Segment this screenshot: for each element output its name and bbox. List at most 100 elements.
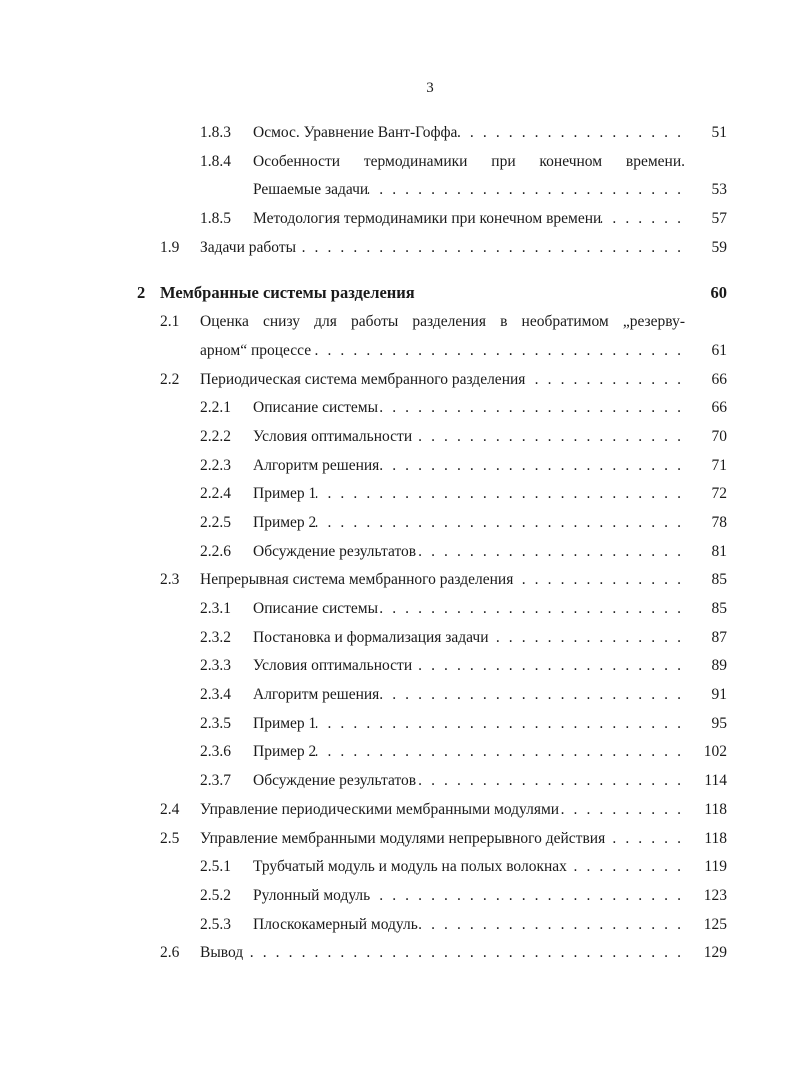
entry-page: 72 [711, 485, 728, 503]
entry-page: 78 [711, 513, 728, 531]
entry-page: 60 [710, 283, 728, 303]
section-number: 2.3.3 [200, 657, 231, 675]
toc-entry[interactable]: 1.8.3 Осмос. Уравнение Вант-Гоффа 51 [0, 119, 793, 148]
dot-leader [379, 452, 685, 481]
toc-entry[interactable]: 2.1 Оценка снизу для работы разделения в … [0, 308, 793, 337]
entry-title: Описание системы [253, 600, 379, 617]
entry-page: 118 [704, 800, 727, 818]
entry-page: 119 [704, 858, 727, 876]
dot-leader [316, 710, 685, 739]
section-number: 2.5.3 [200, 915, 231, 933]
entry-body: Алгоритм решения 91 [253, 681, 727, 710]
section-number: 2.3.6 [200, 743, 231, 761]
dot-leader [418, 911, 685, 940]
section-number: 2.5 [160, 829, 180, 847]
dot-leader [378, 595, 685, 624]
section-number: 2.4 [160, 800, 180, 818]
toc-entry[interactable]: 2.5 Управление мембранными модулями непре… [0, 825, 793, 854]
entry-title: Описание системы [253, 399, 379, 417]
toc-entry[interactable]: 2.3 Непрерывная система мембранного разде… [0, 566, 793, 595]
entry-page: 85 [711, 600, 728, 617]
entry-body: Алгоритм решения 71 [253, 452, 727, 481]
entry-title: Мембранные системы разделения [160, 283, 415, 303]
section-number: 2.1 [160, 313, 180, 331]
entry-title: Обсуждение результатов [253, 542, 417, 560]
entry-title: Трубчатый модуль и модуль на полых волок… [253, 858, 567, 876]
dot-leader [513, 566, 685, 595]
dot-leader [379, 681, 685, 710]
toc-entry[interactable]: 1.8.4 Особенности термодинамики при конеч… [0, 148, 793, 177]
section-number: 1.8.5 [200, 210, 231, 228]
dot-leader [296, 234, 685, 263]
entry-page: 53 [711, 181, 728, 199]
toc-entry[interactable]: 1.8.5 Методология термодинамики при конеч… [0, 205, 793, 234]
section-number: 2.5.1 [200, 858, 231, 876]
entry-page: 59 [711, 238, 728, 256]
entry-body: Управление периодическими мембранными мо… [200, 796, 727, 825]
dot-leader [311, 337, 685, 366]
entry-title: Пример 1 [253, 714, 317, 732]
section-number: 2.2.5 [200, 513, 231, 531]
dot-leader [243, 939, 685, 968]
entry-body: Описание системы 85 [253, 595, 727, 624]
section-number: 2.2.1 [200, 399, 231, 417]
dot-leader [605, 825, 685, 854]
toc-entry[interactable]: 2.5.2 Рулонный модуль 123 [0, 882, 793, 911]
entry-body: Пример 2 102 [253, 738, 727, 767]
toc-entry-continuation: Решаемые задачи 53 [0, 176, 793, 205]
toc-entry[interactable]: 2.2.1 Описание системы 66 [0, 394, 793, 423]
section-number: 2 [137, 283, 146, 303]
toc-entry[interactable]: 2.3.2 Постановка и формализация задачи 87 [0, 624, 793, 653]
entry-page: 129 [703, 944, 727, 962]
toc-entry[interactable]: 2.2 Периодическая система мембранного раз… [0, 366, 793, 395]
dot-leader [489, 624, 685, 653]
toc-entry[interactable]: 2.2.2 Условия оптимальности 70 [0, 423, 793, 452]
entry-title: Осмос. Уравнение Вант-Гоффа [253, 124, 458, 141]
toc-entry[interactable]: 2.2.3 Алгоритм решения 71 [0, 452, 793, 481]
entry-body: Условия оптимальности 70 [253, 423, 727, 452]
entry-page: 57 [711, 210, 728, 228]
toc-entry[interactable]: 2.3.7 Обсуждение результатов 114 [0, 767, 793, 796]
entry-body: Вывод 129 [200, 939, 727, 968]
toc-chapter[interactable]: 2 Мембранные системы разделения 60 [0, 279, 793, 308]
section-number: 1.8.4 [200, 152, 231, 170]
toc-entry[interactable]: 2.3.5 Пример 1 95 [0, 710, 793, 739]
entry-body: Описание системы 66 [253, 394, 727, 423]
toc-entry[interactable]: 2.5.1 Трубчатый модуль и модуль на полых … [0, 853, 793, 882]
entry-title: Периодическая система мембранного раздел… [200, 370, 526, 388]
table-of-contents: 1.8.3 Осмос. Уравнение Вант-Гоффа 51 1.8.4 О… [0, 119, 793, 968]
dot-leader [416, 767, 685, 796]
toc-entry-continuation: арном“ процессе 61 [0, 337, 793, 366]
entry-body: Обсуждение результатов 114 [253, 767, 727, 796]
entry-body: Периодическая система мембранного раздел… [200, 366, 727, 395]
entry-page: 85 [711, 571, 728, 589]
toc-entry[interactable]: 2.2.4 Пример 1 72 [0, 480, 793, 509]
entry-body: Рулонный модуль 123 [253, 882, 727, 911]
toc-entry[interactable]: 2.5.3 Плоскокамерный модуль 125 [0, 911, 793, 940]
entry-title: Рулонный модуль [253, 886, 371, 904]
toc-entry[interactable]: 2.3.4 Алгоритм решения 91 [0, 681, 793, 710]
toc-entry[interactable]: 2.2.5 Пример 2 78 [0, 509, 793, 538]
entry-page: 61 [711, 341, 728, 359]
toc-entry[interactable]: 1.9 Задачи работы 59 [0, 234, 793, 263]
toc-entry[interactable]: 2.3.1 Описание системы 85 [0, 595, 793, 624]
section-number: 2.2.6 [200, 542, 231, 560]
entry-title: арном“ процессе [200, 341, 312, 359]
dot-leader [525, 366, 685, 395]
dot-leader [370, 882, 685, 911]
entry-page: 66 [711, 399, 728, 417]
toc-entry[interactable]: 2.6 Вывод 129 [0, 939, 793, 968]
toc-entry[interactable]: 2.3.6 Пример 2 102 [0, 738, 793, 767]
entry-body: Пример 2 78 [253, 509, 727, 538]
toc-entry[interactable]: 2.4 Управление периодическими мембранными… [0, 796, 793, 825]
entry-body: Управление мембранными модулями непрерыв… [200, 825, 727, 854]
entry-page: 71 [711, 456, 728, 474]
entry-body: Непрерывная система мембранного разделен… [200, 566, 727, 595]
dot-leader [316, 480, 685, 509]
dot-leader [378, 394, 685, 423]
dot-leader [457, 119, 685, 148]
toc-entry[interactable]: 2.3.3 Условия оптимальности 89 [0, 652, 793, 681]
entry-page: 87 [711, 628, 728, 646]
toc-entry[interactable]: 2.2.6 Обсуждение результатов 81 [0, 538, 793, 567]
entry-page: 70 [711, 427, 728, 445]
